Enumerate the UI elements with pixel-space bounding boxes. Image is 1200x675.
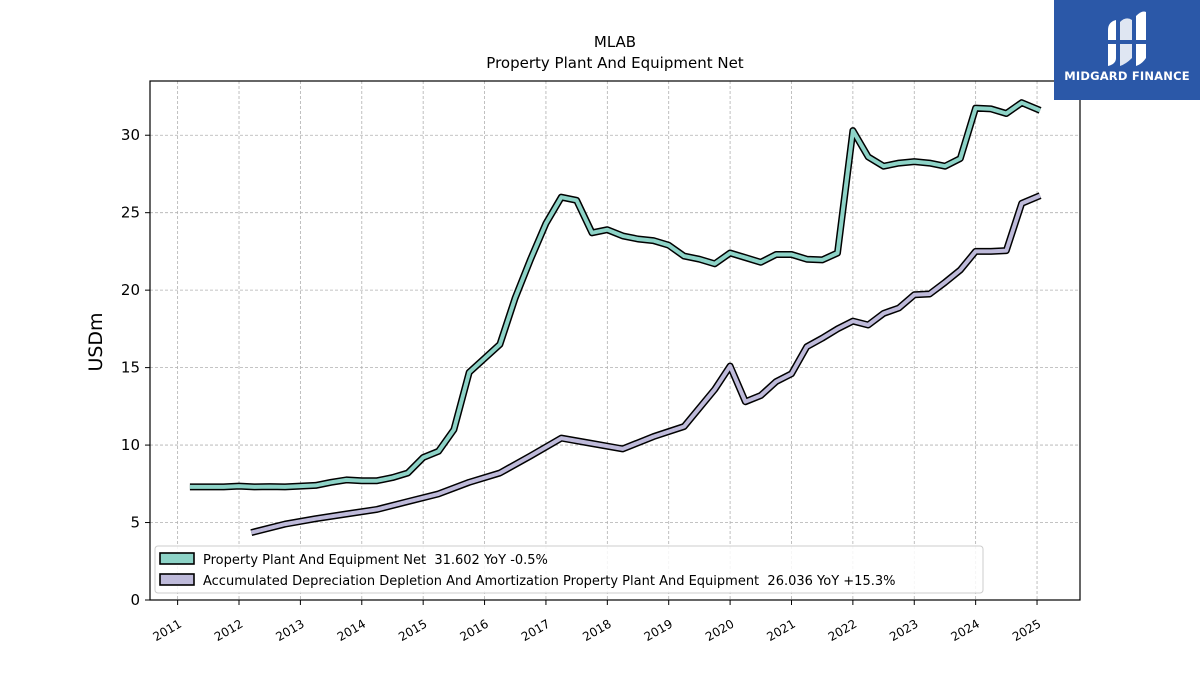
y-tick-label: 5 [130,514,140,532]
legend: Property Plant And Equipment Net 31.602 … [154,545,984,594]
series-line-0 [189,100,1041,489]
x-tick-label: 2024 [949,617,982,644]
x-tick-label: 2017 [519,617,552,644]
brand-name: MIDGARD FINANCE [1064,69,1190,83]
x-tick-label: 2025 [1010,617,1043,644]
x-tick-label: 2019 [642,617,675,644]
legend-label-ppe-net: Property Plant And Equipment Net 31.602 … [203,553,548,568]
x-tick-label: 2018 [580,617,613,644]
y-tick-label: 0 [130,591,140,609]
y-axis-label: USDm [85,312,107,371]
brand-logo-box: MIDGARD FINANCE [1054,0,1200,100]
legend-frame [154,545,984,594]
x-tick-label: 2016 [457,617,490,644]
y-tick-label: 30 [121,126,140,144]
x-tick-label: 2020 [703,617,736,644]
series-group [189,99,1042,536]
chart-title: MLAB [594,33,636,51]
x-tick-label: 2014 [335,617,368,644]
legend-swatch-ppe-net [159,552,195,565]
legend-swatch-accum-depreciation [159,573,195,586]
y-tick-label: 10 [121,436,140,454]
x-tick-label: 2023 [887,617,920,644]
x-tick-label: 2011 [151,617,184,644]
x-tick-label: 2021 [764,617,797,644]
x-tick-label: 2022 [826,617,859,644]
chart-subtitle: Property Plant And Equipment Net [486,54,743,72]
midgard-logo-icon [1106,11,1148,66]
legend-label-accum-depreciation: Accumulated Depreciation Depletion And A… [203,574,895,589]
series-line-1 [250,193,1041,535]
y-tick-label: 20 [121,281,140,299]
plot-area-frame [149,80,1081,601]
x-tick-label: 2012 [212,617,245,644]
y-tick-label: 25 [121,204,140,222]
x-tick-label: 2013 [273,617,306,644]
x-tick-label: 2015 [396,617,429,644]
y-tick-label: 15 [121,359,140,377]
